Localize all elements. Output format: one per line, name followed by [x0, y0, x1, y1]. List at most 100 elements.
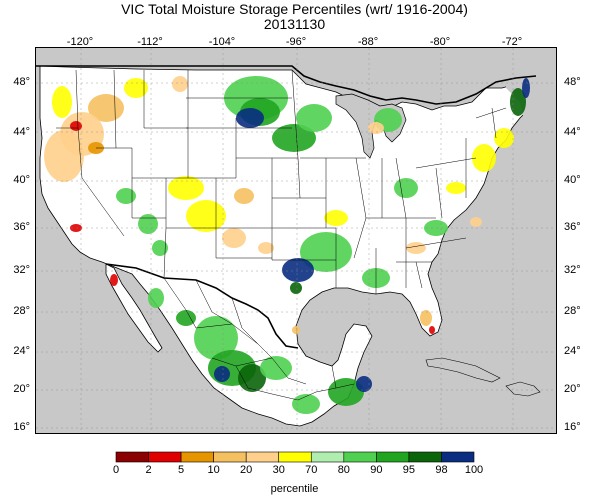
moisture-patch	[148, 288, 164, 308]
legend-swatch	[310, 451, 345, 463]
moisture-patch	[356, 376, 372, 392]
moisture-patch	[292, 326, 300, 334]
map-date: 20131130	[263, 16, 326, 32]
moisture-patch	[70, 121, 82, 131]
moisture-patch	[176, 310, 196, 326]
us-mexico-border	[105, 263, 299, 349]
map-panel	[35, 47, 557, 434]
moisture-patch	[186, 200, 226, 232]
moisture-patch	[296, 104, 332, 132]
cuba-island	[425, 357, 501, 383]
moisture-patch	[238, 364, 266, 392]
legend-tick-label: 5	[178, 464, 185, 476]
legend-tick-label: 2	[145, 464, 152, 476]
canada-area	[36, 48, 556, 104]
legend-tick-label: 70	[305, 464, 318, 476]
moisture-patch	[124, 78, 148, 98]
legend-tick-label: 90	[370, 464, 383, 476]
legend-title: percentile	[270, 483, 319, 495]
lat-label-right: 48°	[564, 76, 581, 88]
moisture-patch	[510, 88, 526, 116]
lat-label-right: 40°	[564, 174, 581, 186]
us-canada-border	[36, 65, 537, 105]
lat-label-left: 32°	[13, 264, 30, 276]
legend-swatch	[408, 451, 442, 463]
legend-swatch	[376, 451, 410, 463]
baja-peninsula	[105, 263, 163, 353]
lon-label-top: -112°	[137, 36, 163, 48]
moisture-patch	[236, 108, 264, 128]
moisture-patch	[52, 86, 72, 118]
legend-tick-label: 95	[402, 464, 416, 476]
lat-label-left: 16°	[13, 421, 30, 433]
lat-label-left: 28°	[13, 305, 30, 317]
moisture-patch	[116, 188, 136, 204]
moisture-patch	[214, 366, 230, 382]
legend-swatch	[441, 451, 475, 463]
lat-label-left: 40°	[13, 174, 30, 186]
lat-label-left: 36°	[13, 221, 30, 233]
color-legend	[115, 451, 475, 463]
moisture-patch	[138, 214, 158, 234]
legend-swatch	[278, 451, 312, 463]
graticule	[36, 48, 556, 433]
legend-tick-label: 100	[464, 464, 484, 476]
map-canvas	[36, 48, 556, 433]
moisture-patch	[44, 130, 84, 182]
moisture-patch	[260, 356, 292, 380]
map-title: VIC Total Moisture Storage Percentiles (…	[121, 1, 468, 17]
moisture-patch	[110, 274, 118, 286]
lat-label-right: 28°	[564, 305, 581, 317]
lon-label-top: -104°	[208, 36, 236, 48]
lat-label-right: 36°	[564, 221, 581, 233]
legend-swatch	[115, 451, 149, 463]
legend-tick-label: 20	[240, 464, 253, 476]
legend-tick-label: 0	[112, 464, 120, 476]
lon-label-top: -80°	[429, 36, 451, 48]
moisture-patch	[328, 378, 364, 406]
moisture-patch	[258, 242, 274, 254]
moisture-patch	[522, 78, 530, 98]
moisture-patch	[290, 282, 302, 294]
moisture-patch	[470, 217, 482, 227]
lon-label-top: -72°	[501, 36, 523, 48]
lat-label-left: 48°	[13, 76, 30, 88]
lat-label-right: 44°	[564, 126, 581, 138]
lat-label-right: 24°	[564, 345, 581, 357]
moisture-patch	[368, 122, 384, 134]
legend-swatch	[213, 451, 247, 463]
moisture-patch	[152, 240, 168, 256]
moisture-patch	[446, 182, 466, 194]
state-borders	[56, 69, 507, 294]
lat-label-right: 20°	[564, 383, 581, 395]
moisture-patch	[429, 326, 435, 334]
legend-tick-label: 80	[337, 464, 350, 476]
legend-swatch	[148, 451, 182, 463]
legend-tick-label: 98	[435, 464, 448, 476]
moisture-patch	[168, 176, 204, 200]
legend-tick-label: 10	[207, 464, 220, 476]
moisture-patch	[406, 242, 426, 254]
hispaniola-island	[505, 381, 541, 397]
lat-label-right: 32°	[564, 264, 581, 276]
moisture-patch	[292, 394, 320, 414]
land-area	[39, 65, 535, 427]
legend-swatch	[245, 451, 280, 463]
lon-label-top: -88°	[357, 36, 379, 48]
legend-tick-label: 30	[272, 464, 285, 476]
mexico-state-borders	[163, 277, 355, 401]
lat-label-right: 16°	[564, 421, 581, 433]
lat-label-left: 44°	[13, 126, 30, 138]
moisture-patch	[494, 128, 514, 148]
moisture-patch	[172, 76, 188, 92]
legend-swatch	[180, 451, 214, 463]
lat-label-left: 20°	[13, 383, 30, 395]
moisture-patch	[300, 232, 352, 272]
moisture-patch	[324, 210, 348, 226]
atlantic-ocean	[506, 56, 556, 166]
moisture-patch	[282, 258, 314, 282]
moisture-patch	[420, 310, 432, 326]
moisture-patch	[472, 144, 496, 172]
moisture-patch	[272, 124, 316, 152]
legend-swatch	[343, 451, 377, 463]
